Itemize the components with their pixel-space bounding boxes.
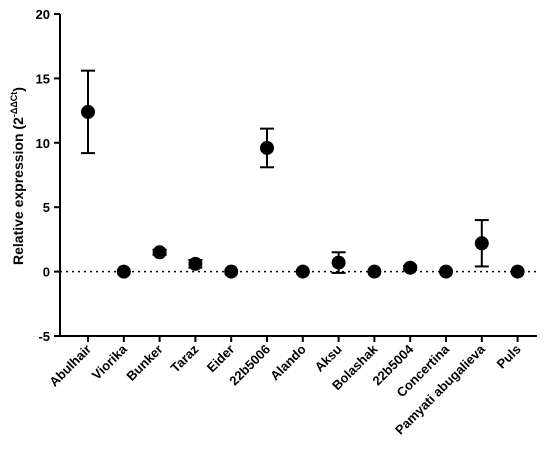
x-tick-label: Abulhair xyxy=(46,342,94,390)
x-tick-label: Eider xyxy=(204,342,238,376)
data-point xyxy=(152,245,167,260)
data-point xyxy=(224,264,239,279)
data-point xyxy=(295,264,310,279)
data-point xyxy=(439,264,453,279)
y-tick-label: -5 xyxy=(38,329,50,344)
y-axis-title-superscript: -ΔΔCt xyxy=(9,92,19,117)
x-tick-label: Alando xyxy=(267,341,309,383)
data-point xyxy=(81,104,95,119)
x-tick-label: Taraz xyxy=(168,341,202,375)
y-axis-title: Relative expression (2-ΔΔCt) xyxy=(9,87,26,265)
y-tick-label: 0 xyxy=(43,265,50,280)
data-point xyxy=(474,236,489,251)
y-tick-label: 5 xyxy=(43,200,50,215)
data-point xyxy=(260,140,274,155)
x-tick-label: Aksu xyxy=(312,341,345,374)
x-tick-label: Viorika xyxy=(89,341,131,383)
y-tick-label: 10 xyxy=(36,136,50,151)
data-point xyxy=(367,264,382,279)
y-axis-title-close: ) xyxy=(10,87,26,92)
y-tick-label: 15 xyxy=(36,71,50,86)
data-point xyxy=(331,255,346,270)
data-point xyxy=(188,256,203,271)
data-marks xyxy=(81,69,525,279)
data-point xyxy=(403,260,418,275)
x-tick-label: Bunker xyxy=(123,342,165,384)
x-tick-label: Puls xyxy=(494,342,524,372)
y-tick-label: 20 xyxy=(36,7,50,22)
y-axis-title-main: Relative expression (2 xyxy=(10,117,26,265)
axes xyxy=(59,14,537,337)
data-point xyxy=(116,264,131,279)
y-ticks: 20 15 10 5 0 -5 xyxy=(36,7,60,344)
data-point xyxy=(510,264,525,279)
